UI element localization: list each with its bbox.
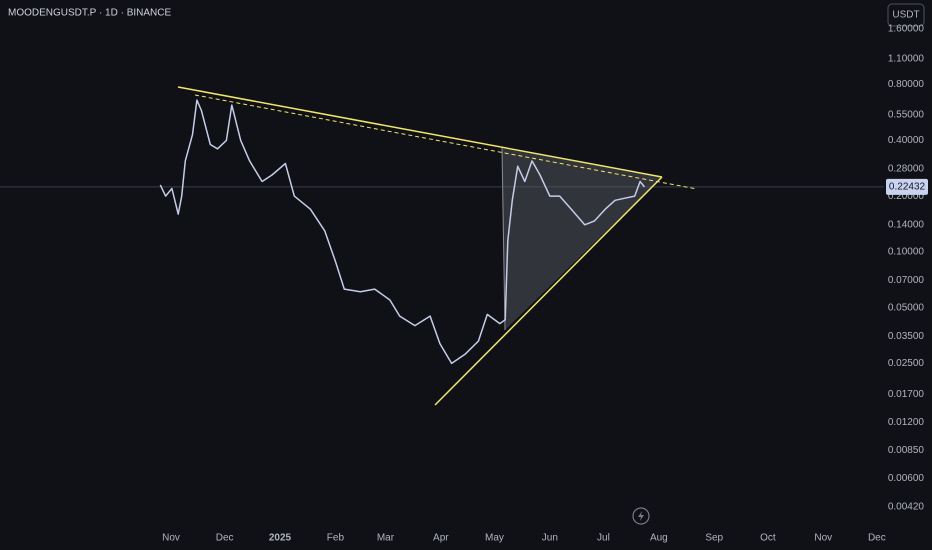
- y-tick-label: 0.01700: [888, 389, 925, 400]
- x-tick-label: Jun: [542, 533, 558, 544]
- lightning-icon[interactable]: [632, 507, 650, 525]
- y-tick-label: 0.20000: [888, 191, 925, 202]
- x-tick-label: Feb: [327, 533, 345, 544]
- y-tick-label: 0.07000: [888, 275, 925, 286]
- y-tick-label: 0.55000: [888, 109, 925, 120]
- x-tick-label: 2025: [269, 533, 292, 544]
- x-tick-label: Mar: [377, 533, 395, 544]
- y-tick-label: 0.10000: [888, 247, 925, 258]
- current-price-box: [886, 178, 928, 195]
- x-tick-label: Oct: [760, 533, 776, 544]
- y-tick-label: 0.28000: [888, 164, 925, 175]
- x-tick-label: Sep: [705, 533, 723, 544]
- chart-title: MOODENGUSDT.P · 1D · BINANCE: [8, 8, 171, 19]
- currency-button-frame[interactable]: [887, 3, 925, 27]
- triangle-fill: [502, 148, 662, 330]
- x-tick-label: Apr: [433, 533, 449, 544]
- current-price-label: 0.22432: [889, 182, 926, 193]
- upper-trendline: [177, 86, 663, 178]
- price-line: [159, 99, 646, 365]
- dashed-trendline: [194, 94, 698, 190]
- y-tick-label: 0.00600: [888, 473, 925, 484]
- y-tick-label: 0.02500: [888, 358, 925, 369]
- y-tick-label: 0.14000: [888, 219, 925, 230]
- triangle-edge: [501, 147, 506, 331]
- currency-button[interactable]: USDT: [892, 10, 919, 21]
- y-tick-label: 0.05000: [888, 302, 925, 313]
- x-tick-label: Dec: [868, 533, 886, 544]
- lower-trendline: [434, 176, 663, 406]
- y-tick-label: 0.00420: [888, 502, 925, 513]
- y-tick-label: 0.01200: [888, 417, 925, 428]
- x-tick-label: Nov: [814, 533, 832, 544]
- x-tick-label: Nov: [162, 533, 180, 544]
- y-tick-label: 1.10000: [888, 54, 925, 65]
- x-tick-label: Jul: [597, 533, 610, 544]
- y-tick-label: 0.40000: [888, 135, 925, 146]
- x-tick-label: Aug: [650, 533, 668, 544]
- x-tick-label: Dec: [216, 533, 234, 544]
- y-tick-label: 0.80000: [888, 79, 925, 90]
- y-tick-label: 0.03500: [888, 331, 925, 342]
- y-tick-label: 0.00850: [888, 445, 925, 456]
- y-tick-label: 1.60000: [888, 23, 925, 34]
- x-tick-label: May: [485, 533, 504, 544]
